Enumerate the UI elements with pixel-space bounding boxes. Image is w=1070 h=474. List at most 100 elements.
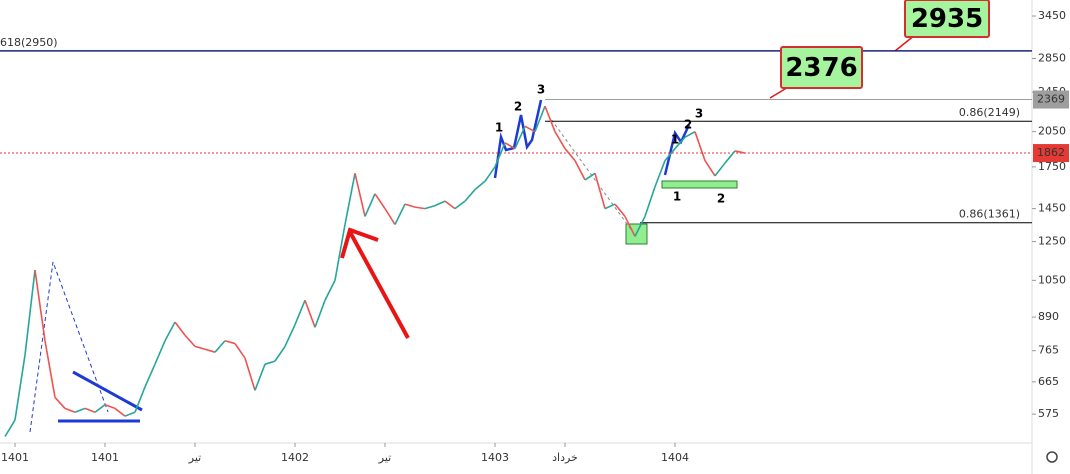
- price-segment: [544, 105, 556, 132]
- price-segment: [414, 206, 426, 210]
- y-tick-label: 1750: [1038, 160, 1066, 173]
- price-tag-label: 1862: [1037, 146, 1065, 159]
- price-segment: [174, 321, 186, 336]
- price-segment: [254, 363, 266, 391]
- price-segment: [534, 105, 546, 132]
- price-segment: [164, 321, 176, 342]
- y-tick-label: 665: [1038, 375, 1059, 388]
- price-segment: [444, 200, 456, 210]
- price-segment: [64, 407, 76, 413]
- x-tick-label: 1403: [481, 451, 509, 464]
- price-segment: [144, 363, 156, 388]
- wave-label: 2: [684, 118, 692, 132]
- price-segment: [354, 173, 366, 217]
- y-tick-label: 1050: [1038, 273, 1066, 286]
- price-segment: [124, 411, 136, 417]
- price-segment: [224, 340, 236, 345]
- arrow-head: [340, 227, 379, 259]
- y-tick-label: 575: [1038, 407, 1059, 420]
- price-segment: [494, 142, 506, 168]
- settings-icon[interactable]: [1046, 451, 1058, 463]
- x-tick-label: 1401: [1, 451, 29, 464]
- price-segment: [694, 131, 706, 161]
- wave-label: 2: [514, 100, 522, 114]
- wave-label: 3: [695, 107, 703, 121]
- price-segment: [404, 203, 416, 208]
- price-segment: [554, 131, 566, 149]
- price-segment: [564, 148, 576, 162]
- price-segment: [274, 345, 286, 362]
- y-tick-label: 765: [1038, 344, 1059, 357]
- price-segment: [674, 136, 686, 150]
- price-segment: [294, 299, 306, 326]
- wave-line: [493, 99, 543, 179]
- price-segment: [724, 150, 736, 164]
- price-tag: [1033, 144, 1069, 163]
- price-segment: [184, 334, 196, 347]
- price-segment: [704, 160, 716, 177]
- zone-box: [661, 180, 738, 189]
- price-segment: [14, 354, 26, 421]
- x-tick-label: 1404: [661, 451, 689, 464]
- price-segment: [134, 386, 146, 413]
- price-segment: [4, 419, 16, 437]
- wave-label: 1: [671, 133, 679, 147]
- price-segment: [734, 150, 746, 154]
- y-tick-label: 890: [1038, 310, 1059, 323]
- price-segment: [394, 203, 406, 225]
- price-segment: [524, 125, 536, 133]
- price-segment: [84, 407, 96, 413]
- price-segment: [324, 279, 336, 301]
- price-segment: [264, 360, 276, 365]
- callout-label: 2935: [911, 4, 983, 34]
- y-tick-label: 1450: [1038, 202, 1066, 215]
- price-segment: [104, 403, 116, 410]
- wave-label: 2: [717, 192, 725, 206]
- price-segment: [314, 299, 326, 328]
- price-segment: [204, 348, 216, 353]
- price-segment: [364, 193, 376, 217]
- price-segment: [34, 269, 46, 341]
- price-segment: [514, 126, 526, 149]
- price-segment: [114, 407, 126, 417]
- price-segment: [344, 173, 356, 225]
- price-segment: [304, 299, 316, 328]
- level-label: 0.86(1361): [959, 208, 1020, 221]
- price-segment: [284, 324, 296, 347]
- price-segment: [664, 148, 676, 162]
- trend-line: [72, 370, 143, 412]
- price-segment: [24, 269, 36, 356]
- price-segment: [214, 340, 226, 353]
- y-tick-label: 3450: [1038, 9, 1066, 22]
- price-segment: [614, 203, 626, 217]
- price-segment: [654, 160, 666, 188]
- x-tick-label: خرداد: [552, 451, 578, 464]
- price-segment: [594, 173, 606, 209]
- x-tick-label: تیر: [188, 451, 201, 464]
- price-segment: [94, 404, 106, 413]
- price-segment: [574, 160, 586, 181]
- price-segment: [44, 340, 56, 398]
- callout-label: 2376: [785, 53, 857, 83]
- x-tick-label: 1401: [91, 451, 119, 464]
- price-tag-label: 2369: [1037, 93, 1065, 106]
- y-tick-label: 2050: [1038, 125, 1066, 138]
- y-tick-label: 2850: [1038, 51, 1066, 64]
- price-segment: [234, 343, 246, 359]
- wave-label: 1: [673, 190, 681, 204]
- price-segment: [424, 204, 436, 210]
- price-segment: [624, 216, 636, 237]
- price-segment: [384, 208, 396, 225]
- price-segment: [454, 200, 466, 210]
- x-tick-label: تیر: [378, 451, 391, 464]
- price-segment: [644, 186, 656, 217]
- price-segment: [244, 357, 256, 391]
- price-segment: [584, 172, 596, 181]
- level-label: 0.86(2149): [959, 106, 1020, 119]
- wave-label: 1: [495, 121, 503, 135]
- price-segment: [484, 166, 496, 182]
- price-segment: [504, 142, 516, 150]
- callout-box: [904, 0, 990, 38]
